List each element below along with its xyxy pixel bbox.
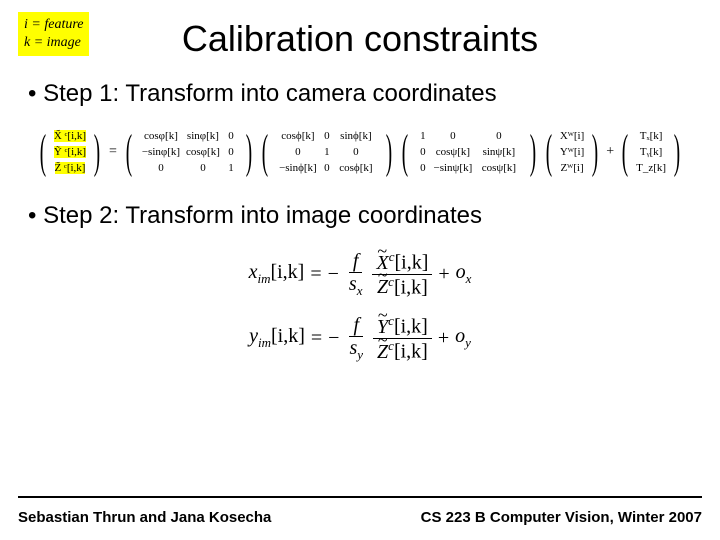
lhs-r1: X̃ ᶜ[i,k] (54, 130, 86, 142)
matrix-rot2: ( cosϕ[k]0sinϕ[k] 010 −sinϕ[k]0cosϕ[k] ) (257, 128, 397, 176)
footer-left: Sebastian Thrun and Jana Kosecha (18, 509, 271, 526)
step2-heading: Step 2: Transform into image coordinates (0, 202, 720, 244)
footer-right: CS 223 B Computer Vision, Winter 2007 (421, 509, 702, 526)
step1-heading: Step 1: Transform into camera coordinate… (0, 80, 720, 122)
step2-equations: xim[i,k] = − f sx Xc[i,k] Zc[i,k] + ox y… (0, 244, 720, 383)
page-title: Calibration constraints (0, 0, 720, 80)
footer-divider (18, 496, 702, 498)
matrix-lhs: ( X̃ ᶜ[i,k] Ỹ ᶜ[i,k] Z̃ ᶜ[i,k] ) (35, 128, 105, 176)
legend-box: i = feature k = image (18, 12, 89, 56)
lhs-r2: Ỹ ᶜ[i,k] (54, 146, 86, 158)
lhs-r3: Z̃ ᶜ[i,k] (55, 162, 86, 174)
legend-line-2: k = image (24, 34, 83, 52)
footer: Sebastian Thrun and Jana Kosecha CS 223 … (18, 509, 702, 526)
matrix-rot1: ( cosφ[k]sinφ[k]0 −sinφ[k]cosφ[k]0 001 ) (121, 128, 257, 176)
eq-xim: xim[i,k] = − f sx Xc[i,k] Zc[i,k] + ox (249, 250, 472, 298)
matrix-world: ( Xᵂ[i] Yᵂ[i] Zᵂ[i] ) (541, 128, 603, 176)
equals-sign: = (105, 144, 121, 160)
legend-line-1: i = feature (24, 16, 83, 34)
matrix-rot3: ( 100 0cosψ[k]sinψ[k] 0−sinψ[k]cosψ[k] ) (397, 128, 541, 176)
eq-yim: yim[i,k] = − f sy Yc[i,k] Zc[i,k] + oy (249, 314, 471, 362)
matrix-translation: ( Tₓ[k] Tᵧ[k] T_z[k] ) (617, 128, 685, 176)
step1-equation: ( X̃ ᶜ[i,k] Ỹ ᶜ[i,k] Z̃ ᶜ[i,k] ) = ( cos… (0, 122, 720, 202)
plus-sign: + (603, 144, 617, 160)
